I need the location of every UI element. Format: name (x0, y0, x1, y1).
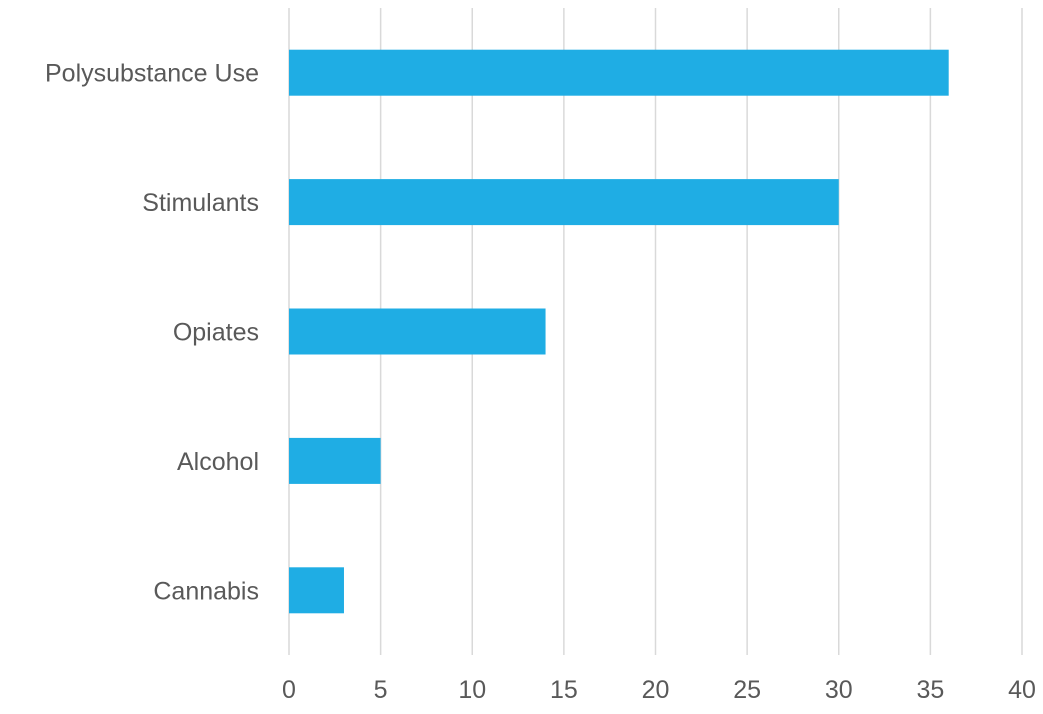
category-labels: Polysubstance Use Stimulants Opiates Alcoho… (45, 60, 259, 606)
x-tick-label: 20 (642, 676, 670, 704)
bars (289, 49, 949, 614)
bar (289, 567, 344, 614)
bar (289, 49, 949, 96)
x-tick-label: 25 (733, 676, 761, 704)
category-label: Cannabis (153, 577, 259, 605)
x-tick-label: 10 (458, 676, 486, 704)
bar (289, 437, 381, 484)
x-tick-label: 15 (550, 676, 578, 704)
category-label: Opiates (173, 319, 259, 347)
gridlines (288, 8, 1023, 655)
x-tick-label: 0 (282, 676, 296, 704)
category-label: Polysubstance Use (45, 60, 259, 88)
x-axis-tick-labels: 0 5 10 15 20 25 30 35 40 (282, 676, 1036, 704)
x-tick-label: 30 (825, 676, 853, 704)
bar (289, 179, 839, 226)
bar (289, 308, 546, 355)
x-tick-label: 35 (916, 676, 944, 704)
category-label: Alcohol (177, 448, 259, 476)
x-tick-label: 40 (1008, 676, 1036, 704)
category-label: Stimulants (142, 189, 259, 217)
x-tick-label: 5 (374, 676, 388, 704)
